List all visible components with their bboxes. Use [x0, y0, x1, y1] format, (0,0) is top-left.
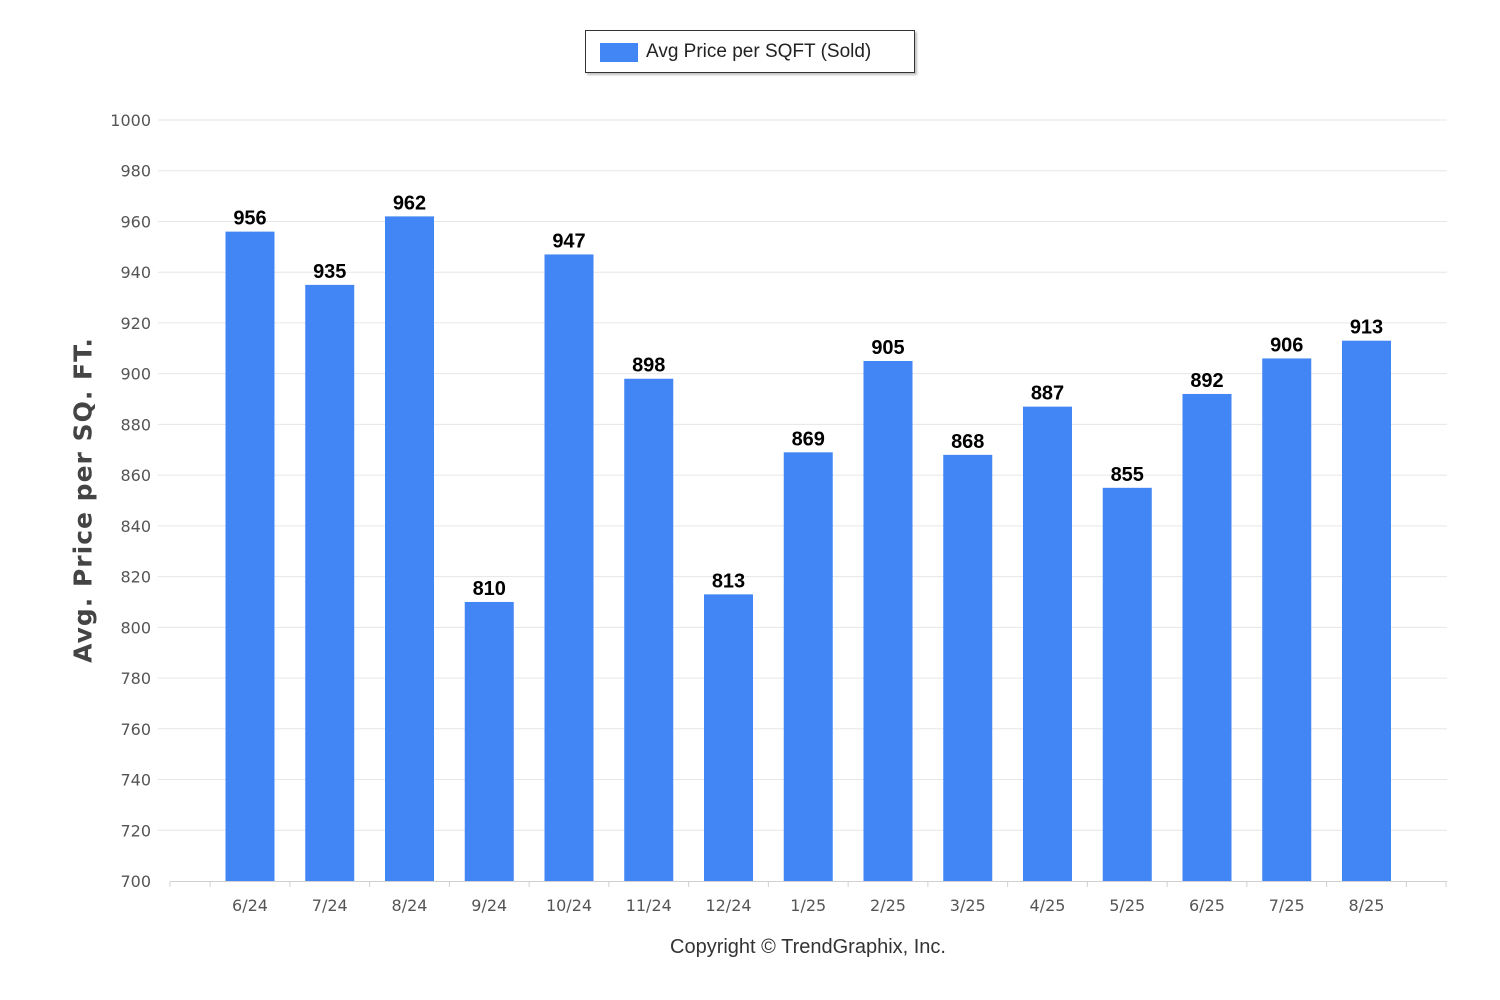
data-label: 956 — [233, 208, 266, 230]
y-tick-label: 700 — [120, 872, 151, 891]
x-tick-label: 5/25 — [1109, 896, 1145, 915]
data-label: 855 — [1111, 464, 1144, 486]
x-tick-label: 8/25 — [1349, 896, 1385, 915]
legend-swatch — [600, 43, 638, 62]
bar-6-25[interactable] — [1182, 393, 1232, 881]
data-label: 813 — [712, 570, 745, 592]
y-tick-label: 840 — [120, 517, 151, 536]
y-tick-label: 820 — [120, 568, 151, 587]
data-label: 887 — [1031, 383, 1064, 405]
data-label: 913 — [1350, 317, 1383, 339]
y-tick-label: 800 — [120, 618, 151, 637]
bar-7-24[interactable] — [305, 284, 355, 882]
bar-8-24[interactable] — [385, 216, 434, 882]
y-axis-label: Avg. Price per SQ. FT. — [68, 337, 98, 663]
data-label: 892 — [1190, 370, 1223, 392]
y-tick-label: 740 — [120, 771, 151, 790]
x-tick-label: 2/25 — [870, 896, 906, 915]
bar-9-24[interactable] — [464, 601, 514, 881]
y-tick-label: 860 — [120, 466, 151, 485]
y-tick-label: 780 — [120, 669, 151, 688]
bar-2-25[interactable] — [863, 360, 913, 881]
y-tick-label: 900 — [120, 365, 151, 384]
y-tick-label: 760 — [120, 720, 151, 739]
bars — [225, 216, 1391, 882]
x-tick-label: 11/24 — [626, 896, 672, 915]
x-tick-label: 6/24 — [232, 896, 268, 915]
bar-10-24[interactable] — [544, 254, 594, 881]
x-tick-label: 12/24 — [705, 896, 751, 915]
bar-1-25[interactable] — [783, 452, 833, 881]
data-label: 810 — [473, 578, 506, 600]
data-label: 947 — [552, 230, 585, 252]
x-tick-label: 4/25 — [1030, 896, 1066, 915]
bar-11-24[interactable] — [624, 378, 674, 881]
data-label: 869 — [792, 428, 825, 450]
x-tick-label: 7/25 — [1269, 896, 1305, 915]
x-tick-label: 7/24 — [312, 896, 348, 915]
bar-5-25[interactable] — [1102, 487, 1152, 881]
legend[interactable]: Avg Price per SQFT (Sold) — [585, 30, 915, 73]
bar-8-25[interactable] — [1342, 340, 1391, 881]
x-tick-label: 1/25 — [790, 896, 826, 915]
x-tick-label: 6/25 — [1189, 896, 1225, 915]
y-tick-label: 960 — [120, 212, 151, 231]
bar-7-25[interactable] — [1262, 358, 1312, 881]
data-label: 898 — [632, 355, 665, 377]
y-axis-ticks: 700 720 740 760 780 800 820 840 860 880 900 920 940 9… — [110, 111, 151, 891]
bar-12-24[interactable] — [704, 594, 753, 881]
legend-label: Avg Price per SQFT (Sold) — [646, 41, 872, 62]
y-tick-label: 920 — [120, 314, 151, 333]
y-tick-label: 940 — [120, 263, 151, 282]
x-tick-label: 10/24 — [546, 896, 592, 915]
data-label: 935 — [313, 261, 346, 283]
y-tick-label: 1000 — [110, 111, 151, 130]
data-label: 906 — [1270, 334, 1303, 356]
data-label: 868 — [951, 431, 984, 453]
y-tick-label: 980 — [120, 162, 151, 181]
bar-4-25[interactable] — [1023, 406, 1072, 881]
data-label: 905 — [871, 337, 904, 359]
copyright-text: Copyright © TrendGraphix, Inc. — [670, 936, 946, 958]
bar-6-24[interactable] — [225, 231, 275, 881]
y-tick-label: 880 — [120, 415, 151, 434]
data-label: 962 — [393, 192, 426, 214]
x-axis-ticks: 6/24 7/24 8/24 9/24 10/24 11/24 12/24 1/25 2/25 3… — [232, 896, 1384, 915]
data-labels: 956 935 962 810 947 898 813 869 905 868 887 855 892 9… — [233, 192, 1383, 600]
x-tick-label: 3/25 — [950, 896, 986, 915]
x-tick-label: 8/24 — [392, 896, 428, 915]
x-tick-label: 9/24 — [471, 896, 507, 915]
bar-3-25[interactable] — [943, 454, 993, 881]
y-tick-label: 720 — [120, 821, 151, 840]
